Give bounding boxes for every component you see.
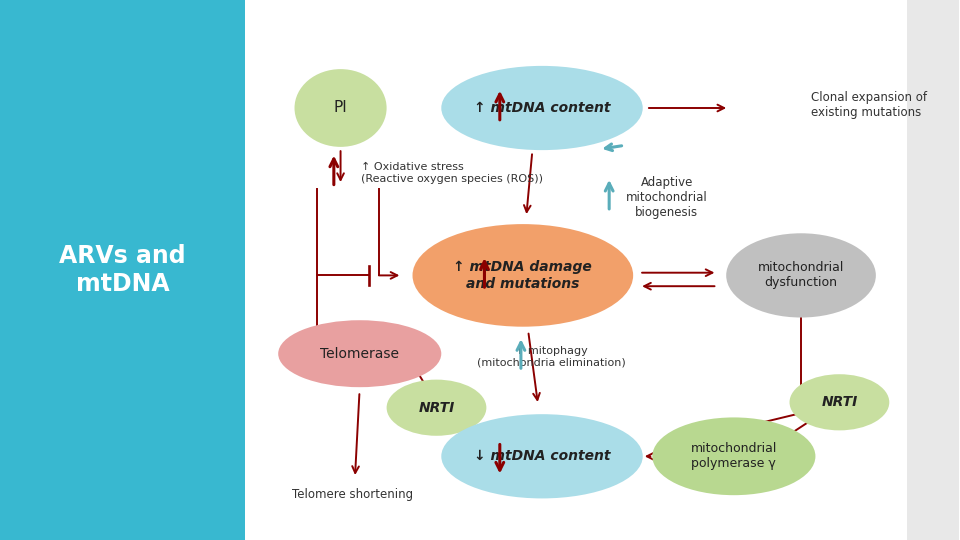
Text: PI: PI: [334, 100, 348, 116]
Ellipse shape: [387, 380, 487, 436]
Ellipse shape: [295, 69, 387, 147]
Ellipse shape: [653, 417, 815, 495]
Ellipse shape: [278, 320, 442, 387]
Text: ARVs and
mtDNA: ARVs and mtDNA: [59, 244, 185, 296]
Text: Adaptive
mitochondrial
biogenesis: Adaptive mitochondrial biogenesis: [626, 176, 708, 219]
FancyBboxPatch shape: [906, 0, 959, 540]
Text: mitochondrial
dysfunction: mitochondrial dysfunction: [757, 261, 844, 289]
Text: ↑ mtDNA content: ↑ mtDNA content: [474, 101, 611, 115]
Text: ↓ mtDNA content: ↓ mtDNA content: [474, 449, 611, 463]
Text: Telomerase: Telomerase: [321, 347, 399, 361]
Text: ↑ mitophagy
(mitochondria elimination): ↑ mitophagy (mitochondria elimination): [477, 346, 626, 367]
Ellipse shape: [726, 233, 876, 318]
Text: mitochondrial
polymerase γ: mitochondrial polymerase γ: [690, 442, 777, 470]
Text: NRTI: NRTI: [419, 401, 455, 415]
Text: Telomere shortening: Telomere shortening: [293, 488, 414, 501]
Ellipse shape: [413, 224, 634, 327]
Ellipse shape: [442, 66, 643, 150]
Text: ↑ mtDNA damage
and mutations: ↑ mtDNA damage and mutations: [453, 260, 592, 291]
Ellipse shape: [789, 374, 889, 430]
Text: Clonal expansion of
existing mutations: Clonal expansion of existing mutations: [810, 91, 926, 119]
Text: NRTI: NRTI: [822, 395, 857, 409]
Text: ↑ Oxidative stress
(Reactive oxygen species (ROS)): ↑ Oxidative stress (Reactive oxygen spec…: [361, 162, 542, 184]
Ellipse shape: [442, 414, 643, 498]
FancyBboxPatch shape: [0, 0, 245, 540]
